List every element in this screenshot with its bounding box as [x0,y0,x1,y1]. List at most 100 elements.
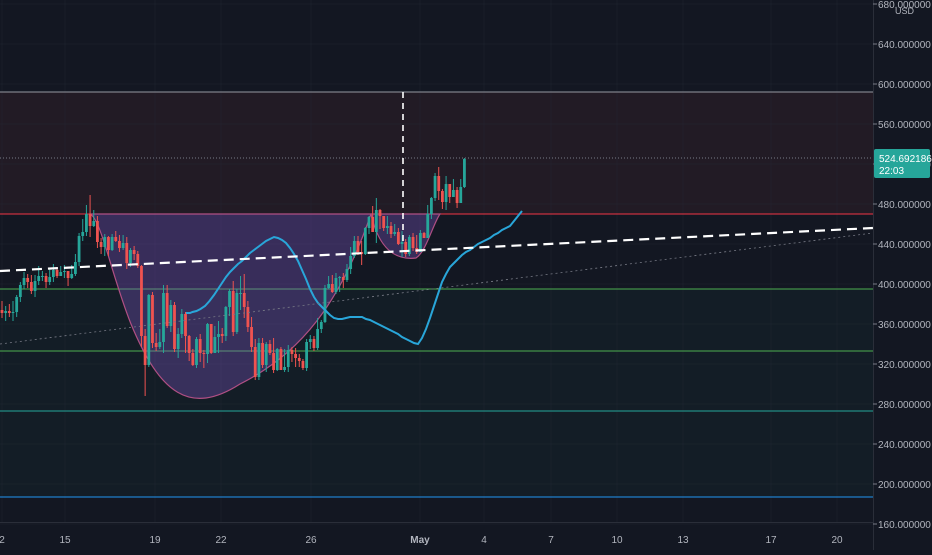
candle [154,333,158,351]
candle-body [404,242,408,254]
candle [312,336,316,351]
candle [59,266,63,276]
candle [308,335,312,349]
candle [107,236,110,256]
price-tick-label: 200.000000 [878,480,931,491]
candle [441,189,444,209]
candle [239,276,242,310]
candle-body [184,314,187,336]
candle-body [4,311,8,313]
candle [297,354,301,367]
candle-body [51,270,55,277]
candle-body [400,242,404,244]
candle-body [213,337,217,353]
candle-body [286,350,290,367]
candle-body [235,293,239,332]
candle [118,235,121,252]
candle [463,158,466,188]
candle [4,306,8,321]
candle [235,289,239,334]
candle [294,348,297,367]
candle [110,234,114,251]
current-price-text: 524.692186 [879,154,932,165]
candle-body [26,278,30,282]
price-tick-label: 560.000000 [878,120,931,131]
candle [448,184,452,203]
price-tick-label: 160.000000 [878,520,931,531]
time-tick-label: May [410,535,430,546]
time-tick-label: 22 [215,535,227,546]
candle-body [411,237,415,248]
candle [147,294,151,367]
price-tick-label: 240.000000 [878,440,931,451]
candle [40,271,44,281]
candle [66,271,70,286]
candle [92,210,96,227]
candle [345,264,349,282]
current-price-badge [874,149,930,178]
candle [209,324,213,354]
candle [268,340,272,355]
candle-body [407,237,411,254]
candle-body [195,339,198,365]
candle [99,238,103,254]
candle [173,302,176,352]
candle-body [48,277,52,282]
candle [44,273,48,288]
candle [29,275,33,294]
candle [400,231,404,257]
candle-body [272,353,275,370]
candle-body [341,277,345,280]
candle-body [74,262,77,274]
candle [301,359,305,370]
candle [132,246,136,260]
candle [202,350,206,368]
candle-body [261,343,264,365]
candle-body [132,250,136,254]
candle [323,285,327,323]
candle-body [253,347,257,377]
candle [26,274,30,288]
time-tick-label: 10 [611,535,623,546]
currency-label: USD [895,6,915,16]
candle-body [114,237,118,241]
candle-body [129,250,132,263]
candle [404,239,408,257]
candle [169,300,173,332]
candle-body [433,176,437,198]
candle-body [352,241,356,256]
candle [18,282,22,302]
candle-body [242,293,246,307]
candle [319,320,323,333]
candle-body [140,266,143,336]
candle-body [62,271,66,272]
candle-body [92,221,96,226]
candle-body [345,269,349,280]
candle [338,276,342,292]
candle [452,179,455,197]
time-tick-label: 20 [831,535,843,546]
candle-body [107,237,110,250]
candle-body [308,339,312,342]
candle [422,232,426,238]
candle [378,209,382,229]
candle [206,323,209,363]
candle-body [426,214,430,238]
candle-body [264,344,268,365]
candle [176,328,180,358]
candle-body [125,243,129,263]
candle [96,216,99,248]
candle [7,304,11,317]
candle-body [187,336,191,353]
candle [158,329,162,349]
candle-body [55,270,59,276]
candle [272,338,275,373]
candle-body [334,278,338,292]
price-tick-label: 640.000000 [878,40,931,51]
price-tick-label: 400.000000 [878,280,931,291]
candle [279,347,283,370]
candle-body [250,327,253,347]
candle [246,301,250,332]
